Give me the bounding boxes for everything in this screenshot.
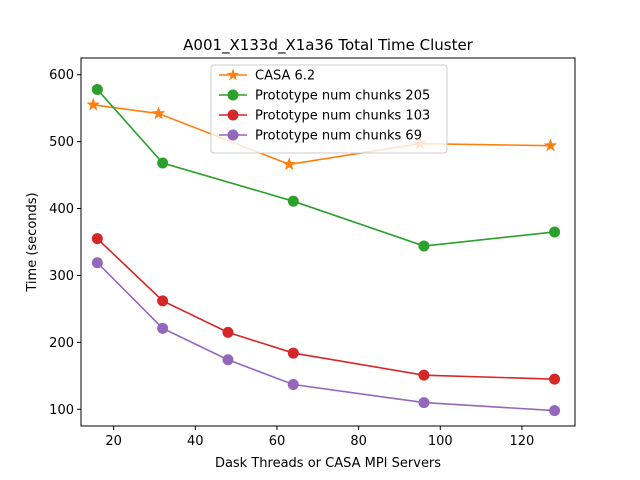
legend-frame bbox=[210, 64, 448, 154]
data-point bbox=[543, 138, 558, 152]
legend-marker bbox=[227, 129, 239, 141]
y-tick-label: 500 bbox=[49, 135, 74, 150]
legend-marker bbox=[226, 68, 240, 81]
data-point bbox=[287, 195, 299, 207]
y-tick-label: 200 bbox=[49, 336, 74, 351]
x-tick-label: 80 bbox=[350, 434, 367, 449]
data-point bbox=[287, 379, 299, 391]
data-point bbox=[151, 106, 166, 120]
y-axis-label: Time (seconds) bbox=[25, 192, 40, 292]
data-point bbox=[91, 233, 103, 245]
x-tick-label: 20 bbox=[105, 434, 122, 449]
legend-item: Prototype num chunks 205 bbox=[219, 89, 430, 104]
x-axis-label: Dask Threads or CASA MPI Servers bbox=[215, 456, 441, 471]
series-3 bbox=[91, 233, 561, 385]
y-tick-label: 400 bbox=[49, 202, 74, 217]
data-point bbox=[282, 157, 297, 171]
x-tick-label: 120 bbox=[510, 434, 535, 449]
series-line bbox=[96, 238, 555, 380]
legend-label: Prototype num chunks 69 bbox=[255, 129, 422, 144]
x-tick-label: 60 bbox=[269, 434, 286, 449]
data-point bbox=[549, 373, 561, 385]
data-point bbox=[91, 257, 103, 269]
data-point bbox=[287, 347, 299, 359]
legend-label: Prototype num chunks 103 bbox=[255, 109, 430, 124]
plot-area bbox=[86, 83, 561, 417]
data-point bbox=[157, 322, 169, 334]
data-point bbox=[418, 369, 430, 381]
y-tick-label: 100 bbox=[49, 403, 74, 418]
x-tick-label: 40 bbox=[187, 434, 204, 449]
legend: CASA 6.2 Prototype num chunks 205 Prototyp… bbox=[210, 64, 448, 154]
series-1 bbox=[86, 97, 558, 171]
legend-item: Prototype num chunks 69 bbox=[219, 129, 422, 144]
data-point bbox=[157, 157, 169, 169]
legend-item: CASA 6.2 bbox=[219, 68, 315, 84]
series-4 bbox=[91, 257, 561, 417]
y-tick-label: 600 bbox=[49, 68, 74, 83]
series-line bbox=[96, 262, 555, 412]
data-point bbox=[222, 326, 234, 338]
data-point bbox=[222, 354, 234, 366]
data-point bbox=[418, 397, 430, 409]
data-point bbox=[157, 295, 169, 307]
chart-title: A001_X133d_X1a36 Total Time Cluster bbox=[183, 36, 474, 55]
data-point bbox=[86, 97, 101, 111]
y-tick-label: 300 bbox=[49, 269, 74, 284]
y-axis: 100 200 300 400 500 600 bbox=[49, 68, 81, 418]
x-axis: 20 40 60 80 100 120 bbox=[105, 426, 534, 449]
data-point bbox=[549, 226, 561, 238]
series-2 bbox=[91, 83, 561, 252]
legend-marker bbox=[227, 89, 239, 101]
data-point bbox=[418, 240, 430, 252]
plot-frame bbox=[80, 57, 576, 427]
legend-label: CASA 6.2 bbox=[255, 69, 315, 84]
legend-label: Prototype num chunks 205 bbox=[255, 89, 430, 104]
data-point bbox=[91, 83, 103, 95]
legend-item: Prototype num chunks 103 bbox=[219, 109, 430, 124]
x-tick-label: 100 bbox=[428, 434, 453, 449]
legend-marker bbox=[227, 109, 239, 121]
data-point bbox=[549, 405, 561, 417]
